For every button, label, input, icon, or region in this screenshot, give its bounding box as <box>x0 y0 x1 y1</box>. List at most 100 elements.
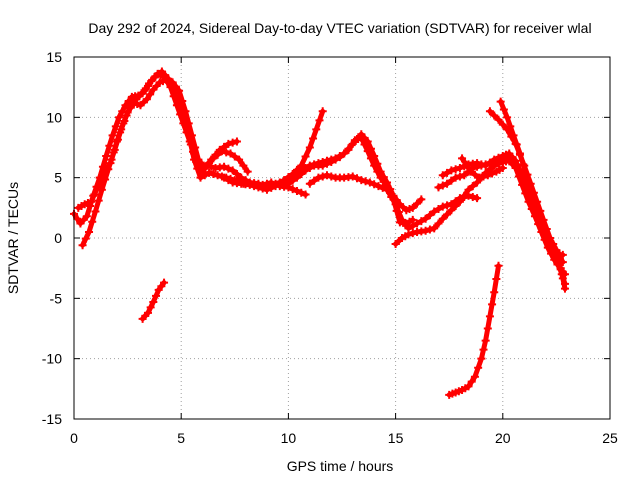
data-point <box>160 278 169 287</box>
data-point <box>451 173 460 182</box>
data-point <box>485 107 494 116</box>
data-point <box>447 206 456 215</box>
data-point <box>421 226 430 235</box>
data-point-interp <box>532 202 541 211</box>
y-tick-label: 15 <box>46 49 62 65</box>
data-point-interp <box>146 90 155 99</box>
data-point-interp <box>512 140 521 149</box>
data-point-interp <box>186 140 195 149</box>
data-point <box>209 154 218 163</box>
data-point <box>473 194 482 203</box>
data-point-interp <box>488 169 497 178</box>
data-point-interp <box>122 111 131 120</box>
data-point <box>494 115 503 124</box>
data-point <box>438 214 447 223</box>
data-point-interp <box>322 159 331 168</box>
data-point <box>398 215 407 224</box>
data-point <box>434 183 443 192</box>
data-point <box>102 151 111 160</box>
x-tick-label: 20 <box>495 430 511 446</box>
data-point <box>357 176 366 185</box>
data-point <box>404 230 413 239</box>
data-point <box>314 173 323 182</box>
data-point-interp <box>230 152 239 161</box>
data-point-interp <box>331 155 340 164</box>
series-arc-6 <box>232 176 310 199</box>
data-point-interp <box>124 97 133 106</box>
data-point <box>196 173 205 182</box>
data-point-interp <box>141 84 150 93</box>
data-point <box>220 162 229 171</box>
data-point <box>106 159 115 168</box>
data-point-interp <box>490 111 499 120</box>
data-point <box>228 166 237 175</box>
data-point <box>391 200 400 209</box>
data-point <box>125 103 134 112</box>
y-tick-label: 5 <box>54 170 62 186</box>
data-point <box>498 164 507 173</box>
data-point <box>443 179 452 188</box>
data-point-interp <box>128 99 137 108</box>
data-point-interp <box>301 152 310 161</box>
data-point <box>322 171 331 180</box>
data-point-interp <box>447 176 456 185</box>
data-point <box>481 161 490 170</box>
data-point <box>363 147 372 156</box>
data-point-interp <box>519 160 528 169</box>
data-point <box>226 149 235 158</box>
data-point-interp <box>94 196 103 205</box>
data-point <box>164 74 173 83</box>
y-axis-label: SDTVAR / TECUs <box>5 182 21 294</box>
data-point <box>408 203 417 212</box>
data-point <box>258 180 267 189</box>
data-point <box>464 382 473 391</box>
data-point <box>292 186 301 195</box>
data-point-interp <box>228 138 237 147</box>
data-point-interp <box>353 174 362 183</box>
data-point <box>115 113 124 122</box>
data-point-interp <box>292 165 301 174</box>
data-point <box>503 113 512 122</box>
data-point-interp <box>373 167 382 176</box>
data-point-interp <box>200 171 209 180</box>
data-point-interp <box>81 234 90 243</box>
data-point <box>522 171 531 180</box>
data-point <box>376 173 385 182</box>
data-point <box>327 157 336 166</box>
x-tick-label: 5 <box>177 430 185 446</box>
data-point <box>458 154 467 163</box>
data-point-interp <box>538 221 547 230</box>
data-point <box>87 197 96 206</box>
data-point-interp <box>327 172 336 181</box>
data-point-interp <box>417 217 426 226</box>
data-point <box>301 166 310 175</box>
data-point-interp <box>443 168 452 177</box>
series-arc-12 <box>458 154 507 182</box>
data-point <box>447 166 456 175</box>
data-point <box>473 178 482 187</box>
data-point-interp <box>492 275 501 284</box>
data-point <box>318 161 327 170</box>
y-tick-label: 0 <box>54 230 62 246</box>
chart-title: Day 292 of 2024, Sidereal Day-to-day VTE… <box>88 20 591 36</box>
data-point-interp <box>443 210 452 219</box>
data-point-interp <box>239 161 248 170</box>
data-point <box>490 155 499 164</box>
data-point <box>417 195 426 204</box>
data-point <box>475 173 484 182</box>
data-point <box>108 131 117 140</box>
data-series <box>70 67 569 399</box>
x-tick-label: 15 <box>388 430 404 446</box>
data-point-interp <box>525 181 534 190</box>
data-point <box>121 101 130 110</box>
data-point-interp <box>116 128 125 137</box>
data-point-interp <box>462 160 471 169</box>
data-point <box>374 182 383 191</box>
data-point-interp <box>109 148 118 157</box>
data-point-interp <box>474 363 483 372</box>
data-point-interp <box>413 199 422 208</box>
data-point <box>301 190 310 199</box>
data-point <box>143 308 152 317</box>
data-point <box>202 161 211 170</box>
